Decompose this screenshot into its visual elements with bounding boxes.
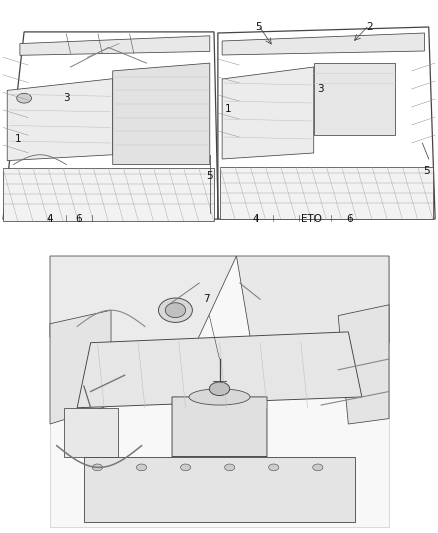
FancyBboxPatch shape bbox=[314, 63, 395, 135]
Polygon shape bbox=[237, 256, 389, 356]
Polygon shape bbox=[7, 79, 113, 160]
Text: 2: 2 bbox=[366, 22, 372, 32]
Polygon shape bbox=[50, 310, 111, 424]
Bar bbox=[220, 167, 433, 219]
Ellipse shape bbox=[180, 464, 191, 471]
Text: 4: 4 bbox=[46, 214, 53, 224]
Polygon shape bbox=[50, 256, 237, 351]
Ellipse shape bbox=[159, 298, 192, 322]
Bar bbox=[3, 168, 214, 221]
Text: 5: 5 bbox=[255, 22, 261, 32]
Bar bbox=[84, 457, 355, 522]
Text: 4: 4 bbox=[253, 214, 260, 224]
FancyBboxPatch shape bbox=[172, 397, 267, 457]
Polygon shape bbox=[20, 36, 210, 55]
Text: ETO: ETO bbox=[301, 214, 322, 224]
Polygon shape bbox=[222, 33, 424, 55]
Ellipse shape bbox=[92, 464, 102, 471]
Text: 1: 1 bbox=[14, 134, 21, 144]
Text: 5: 5 bbox=[206, 171, 213, 181]
Text: 3: 3 bbox=[317, 84, 323, 94]
Polygon shape bbox=[222, 67, 314, 159]
Text: 5: 5 bbox=[423, 166, 430, 176]
Text: 7: 7 bbox=[203, 294, 209, 304]
Bar bbox=[50, 256, 389, 527]
Ellipse shape bbox=[209, 382, 230, 395]
Text: 3: 3 bbox=[63, 93, 70, 103]
Ellipse shape bbox=[313, 464, 323, 471]
Polygon shape bbox=[338, 305, 389, 424]
Ellipse shape bbox=[137, 464, 147, 471]
Text: 6: 6 bbox=[76, 214, 82, 224]
Ellipse shape bbox=[225, 464, 235, 471]
Ellipse shape bbox=[189, 389, 250, 405]
Polygon shape bbox=[113, 63, 210, 165]
Polygon shape bbox=[77, 332, 362, 408]
Ellipse shape bbox=[165, 303, 186, 318]
Ellipse shape bbox=[268, 464, 279, 471]
Text: 1: 1 bbox=[225, 104, 232, 114]
FancyBboxPatch shape bbox=[64, 408, 118, 457]
Text: 6: 6 bbox=[346, 214, 353, 224]
Ellipse shape bbox=[17, 93, 32, 103]
